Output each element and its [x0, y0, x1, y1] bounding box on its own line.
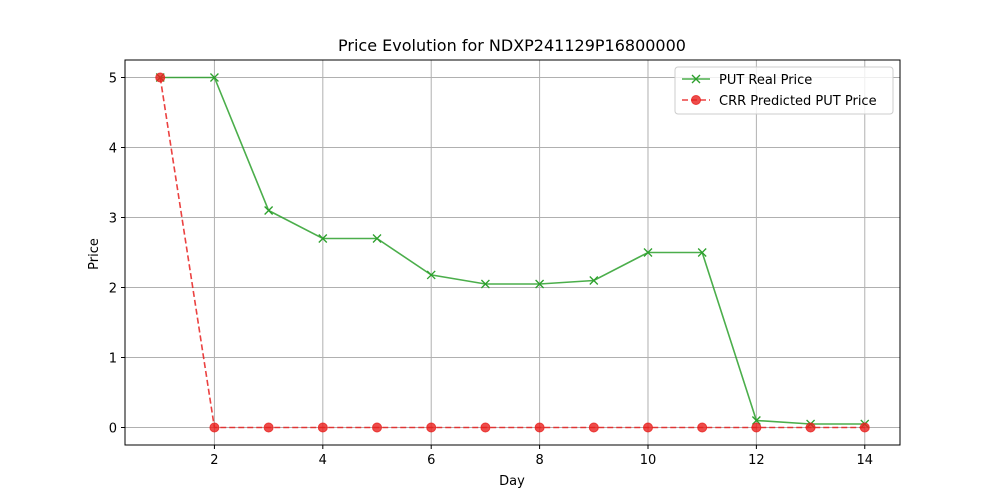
legend: PUT Real Price CRR Predicted PUT Price [674, 66, 894, 115]
y-tick-label: 1 [109, 352, 117, 367]
data-point [805, 422, 816, 433]
data-point [697, 422, 708, 433]
grid [125, 60, 900, 445]
data-point [372, 422, 383, 433]
data-point [318, 234, 328, 243]
data-point [426, 422, 437, 433]
x-tick-label: 4 [319, 453, 327, 468]
x-tick-label: 12 [748, 453, 765, 468]
data-point [535, 279, 545, 289]
y-tick-label: 5 [109, 72, 117, 87]
data-point [263, 422, 274, 433]
data-point [642, 422, 653, 433]
y-axis-label: Price [87, 238, 102, 270]
y-tick-label: 0 [109, 422, 117, 437]
data-point [209, 422, 220, 433]
data-point [534, 422, 545, 433]
data-point [697, 248, 707, 257]
legend-item: CRR Predicted PUT Price [682, 94, 877, 109]
x-axis-label: Day [499, 474, 525, 489]
data-point [751, 416, 761, 425]
plot-frame [124, 59, 901, 446]
data-point [426, 270, 436, 280]
data-point [480, 279, 490, 289]
data-point [372, 234, 382, 243]
legend-box [674, 66, 894, 115]
data-point [589, 276, 599, 285]
series-crr-predicted-put-price [155, 72, 870, 433]
x-tick-label: 14 [856, 453, 873, 468]
data-point [155, 72, 166, 83]
legend-marker [691, 74, 701, 84]
x-tick-label: 6 [427, 453, 435, 468]
x-tick-label: 8 [535, 453, 543, 468]
series-line [159, 77, 865, 429]
y-tick-label: 4 [109, 142, 117, 157]
data-point [588, 422, 599, 433]
data-point [859, 422, 870, 433]
legend-item: PUT Real Price [682, 73, 812, 88]
y-tick-label: 3 [109, 212, 117, 227]
y-tick-label: 2 [109, 282, 117, 297]
x-tick-label: 2 [210, 453, 218, 468]
legend-marker [691, 95, 701, 105]
series-put-real-price [155, 73, 870, 429]
data-point [643, 248, 653, 257]
data-point [480, 422, 491, 433]
legend-label: PUT Real Price [719, 73, 812, 88]
series-layer [155, 72, 870, 433]
series-line [160, 76, 865, 425]
chart-title: Price Evolution for NDXP241129P16800000 [338, 36, 686, 55]
data-point [264, 206, 274, 215]
data-point [317, 422, 328, 433]
data-point [209, 73, 219, 82]
legend-label: CRR Predicted PUT Price [719, 94, 877, 109]
x-tick-label: 10 [640, 453, 657, 468]
data-point [751, 422, 762, 433]
